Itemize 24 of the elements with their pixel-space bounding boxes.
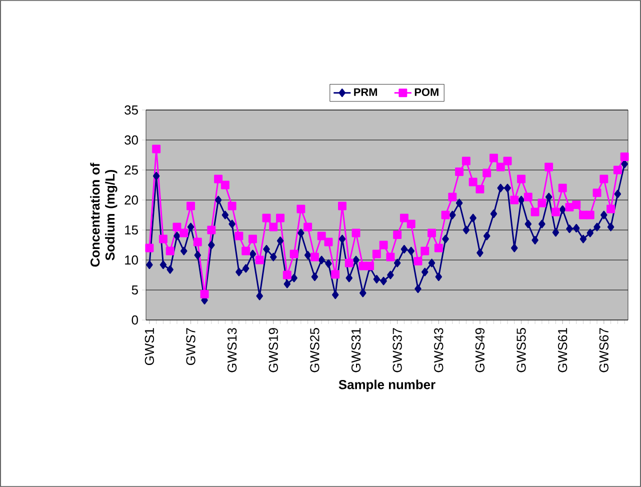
- x-axis-title: Sample number: [338, 380, 436, 392]
- y-tick-label: 15: [125, 225, 138, 235]
- x-tick-label: GWS37: [392, 328, 402, 372]
- x-tick-label: GWS31: [351, 328, 361, 372]
- x-tick-label: GWS67: [599, 328, 608, 372]
- y-tick-label: 25: [124, 165, 138, 175]
- y-tick-label: 5: [132, 285, 138, 295]
- y-tick-label: 35: [124, 105, 138, 115]
- x-tick-label: GWS49: [475, 328, 485, 372]
- x-tick-label: GWS1: [144, 328, 154, 365]
- x-tick-label: GWS55: [516, 328, 526, 372]
- x-tick-label: GWS7: [186, 328, 196, 365]
- y-tick-label: 30: [124, 135, 138, 145]
- x-tick-label: GWS61: [558, 328, 568, 372]
- legend-label: POM: [414, 88, 438, 96]
- legend-label: PRM: [354, 88, 377, 96]
- x-tick-label: GWS19: [268, 328, 278, 372]
- x-tick-label: GWS43: [434, 328, 444, 372]
- y-tick-label: 10: [125, 255, 138, 265]
- y-axis-title: Concentration of Sodium (mg/L): [90, 162, 118, 267]
- x-tick-label: GWS13: [227, 328, 237, 372]
- y-tick-label: 20: [124, 195, 138, 205]
- x-tick-label: GWS25: [310, 328, 320, 372]
- y-tick-label: 0: [132, 315, 138, 325]
